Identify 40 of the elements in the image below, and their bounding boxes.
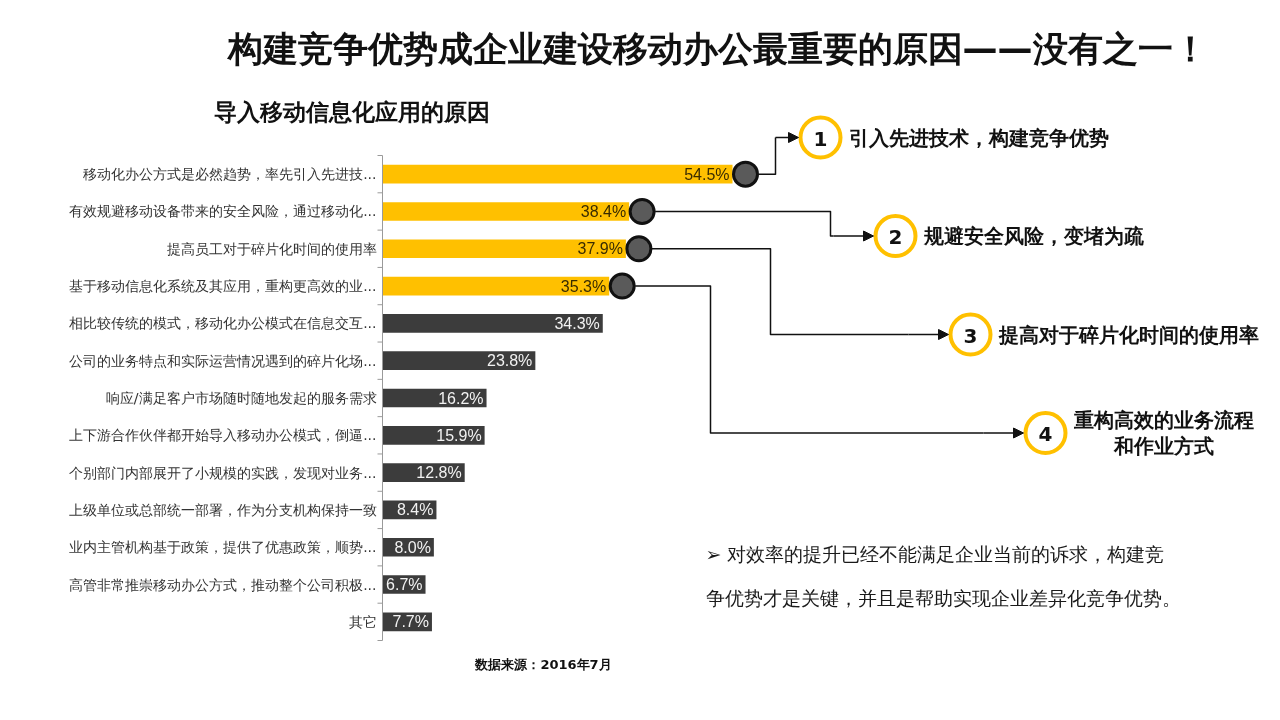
text: 提高对于碎片化时间的使用率	[997, 322, 1259, 347]
y-tick-label: 基于移动信息化系统及其应用，重构更高效的业...	[69, 278, 377, 295]
data-label: 7.7%	[392, 613, 429, 631]
text: 重构高效的业务流程和作业方式	[1072, 408, 1254, 458]
data-label: 8.4%	[396, 501, 434, 519]
y-tick-label: 有效规避移动设备带来的安全风险，通过移动化...	[69, 203, 377, 220]
text: 1	[813, 126, 828, 151]
chart-title: 构建竞争优势成企业建设移动办公最重要的原因——没有之一！	[225, 28, 1208, 69]
data-label: 35.3%	[560, 277, 607, 295]
y-tick-label: 提高员工对于碎片化时间的使用率	[166, 240, 377, 257]
data-label: 8.0%	[394, 538, 431, 556]
y-tick-label: 移动化办公方式是必然趋势，率先引入先进技...	[83, 166, 377, 183]
data-label: 12.8%	[416, 464, 462, 482]
data-label: 6.7%	[386, 576, 423, 594]
bar	[382, 314, 603, 333]
data-label: 16.2%	[438, 389, 484, 407]
text: 引入先进技术，构建竞争优势	[848, 125, 1109, 150]
bar	[382, 351, 536, 371]
text: 3	[963, 323, 978, 348]
y-tick-label: 响应/满足客户市场随时随地发起的服务需求	[105, 390, 377, 406]
annotation: ➢ 对效率的提升已经不能满足企业当前的诉求，构建竞争优势才是关键，并且是帮助实现企业差异化竞争优势。	[705, 542, 1181, 609]
data-label: 54.5%	[684, 165, 730, 183]
y-tick-label: 其它	[348, 613, 377, 630]
y-tick-label: 公司的业务特点和实际运营情况遇到的碎片化场...	[69, 352, 377, 369]
text: 规避安全风险，变堵为疏	[922, 224, 1144, 248]
chart-subtitle: 导入移动信息化应用的原因	[213, 98, 490, 125]
data-label: 37.9%	[577, 240, 623, 258]
data-label: 34.3%	[554, 314, 600, 332]
y-tick-label: 上下游合作伙伴都开始导入移动办公模式，倒逼...	[69, 427, 377, 444]
text: 2	[888, 225, 903, 249]
y-tick-label: 相比较传统的模式，移动化办公模式在信息交互...	[69, 315, 377, 332]
y-tick-label: 个别部门内部展开了小规模的实践，发现对业务...	[69, 464, 377, 481]
text: 4	[1038, 422, 1053, 446]
y-tick-label: 上级单位或总部统一部署，作为分支机构保持一致	[68, 501, 377, 518]
data-label: 38.4%	[580, 202, 627, 220]
data-label: 15.9%	[436, 426, 482, 444]
data-label: 23.8%	[486, 352, 533, 370]
y-tick-label: 业内主管机构基于政策，提供了优惠政策，顺势...	[69, 539, 377, 556]
source-note: 数据来源：2016年7月	[474, 657, 612, 672]
y-tick-label: 高管非常推崇移动办公方式，推动整个公司积极...	[69, 576, 377, 593]
